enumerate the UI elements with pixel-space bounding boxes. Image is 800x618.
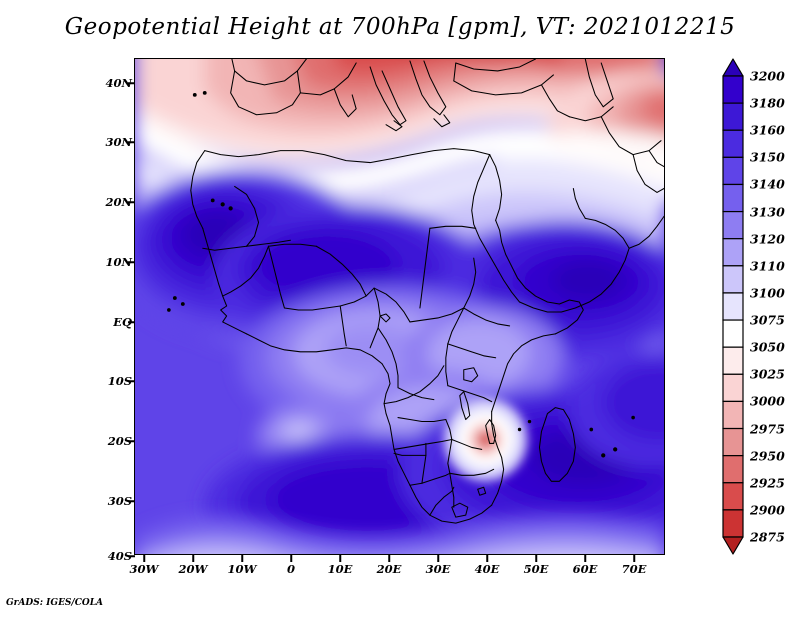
colorbar-tick-label: 3180 <box>750 95 785 111</box>
colorbar-tick-label: 3050 <box>750 339 785 355</box>
colorbar <box>722 58 744 555</box>
colorbar-tick-label: 2900 <box>750 502 785 518</box>
y-axis-tickmark <box>128 201 135 203</box>
x-axis-tickmark <box>241 555 243 562</box>
x-axis-label: 40E <box>474 562 500 576</box>
y-axis-tickmark <box>128 500 135 502</box>
y-axis-tickmark <box>128 82 135 84</box>
y-axis-tickmark <box>128 261 135 263</box>
colorbar-tick-label: 2950 <box>750 448 785 464</box>
y-axis-label: 40S <box>107 549 132 563</box>
x-axis-tickmark <box>584 555 586 562</box>
x-axis-label: 10E <box>327 562 353 576</box>
x-axis-tickmark <box>290 555 292 562</box>
x-axis-label: 10W <box>227 562 257 576</box>
x-axis-label: 20E <box>376 562 402 576</box>
y-axis-tickmark <box>128 440 135 442</box>
x-axis-label: 0 <box>286 562 296 576</box>
colorbar-tick-label: 3150 <box>750 149 785 165</box>
colorbar-tick-label: 3025 <box>750 366 785 382</box>
colorbar-tick-label: 3075 <box>750 312 785 328</box>
x-axis-tickmark <box>339 555 341 562</box>
y-axis-tickmark <box>128 141 135 143</box>
x-axis-label: 20W <box>178 562 208 576</box>
colorbar-tick-label: 3110 <box>750 258 785 274</box>
y-axis-tickmark <box>128 555 135 557</box>
map-coastlines-and-borders <box>167 59 664 524</box>
colorbar-tick-label: 3130 <box>750 204 785 220</box>
geopotential-height-field <box>135 59 664 554</box>
x-axis-tickmark <box>388 555 390 562</box>
map-plot-area <box>134 58 665 555</box>
colorbar-tick-label: 3200 <box>750 68 785 84</box>
y-axis-label: 40N <box>105 76 132 90</box>
x-axis-label: 30E <box>425 562 451 576</box>
x-axis-label: 60E <box>572 562 598 576</box>
y-axis-label: 10S <box>107 374 132 388</box>
page-title: Geopotential Height at 700hPa [gpm], VT:… <box>64 14 736 40</box>
x-axis-tickmark <box>143 555 145 562</box>
colorbar-tick-label: 3120 <box>750 231 785 247</box>
y-axis-tickmark <box>128 321 135 323</box>
x-axis-label: 30W <box>129 562 159 576</box>
x-axis-label: 70E <box>621 562 647 576</box>
colorbar-tick-label: 2925 <box>750 475 785 491</box>
y-axis-label: 20S <box>107 434 132 448</box>
y-axis-tickmark <box>128 380 135 382</box>
x-axis-label: 50E <box>523 562 549 576</box>
colorbar-tick-label: 3000 <box>750 393 785 409</box>
colorbar-tick-label: 2875 <box>750 529 785 545</box>
credit-text: GrADS: IGES/COLA <box>6 598 104 608</box>
y-axis-label: 20N <box>105 195 132 209</box>
y-axis-label: 30S <box>107 494 132 508</box>
y-axis-label: EQ <box>113 315 132 329</box>
colorbar-tick-label: 3140 <box>750 176 785 192</box>
x-axis-tickmark <box>486 555 488 562</box>
x-axis-tickmark <box>633 555 635 562</box>
colorbar-tick-label: 2975 <box>750 421 785 437</box>
x-axis-tickmark <box>192 555 194 562</box>
colorbar-tick-label: 3160 <box>750 122 785 138</box>
y-axis-label: 10N <box>105 255 132 269</box>
x-axis-tickmark <box>535 555 537 562</box>
y-axis-label: 30N <box>105 135 132 149</box>
x-axis-tickmark <box>437 555 439 562</box>
colorbar-tick-label: 3100 <box>750 285 785 301</box>
